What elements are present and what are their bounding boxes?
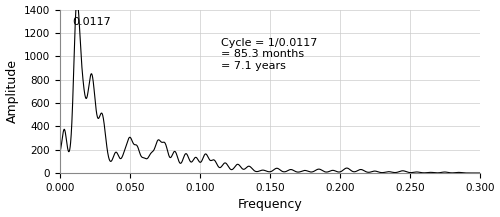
X-axis label: Frequency: Frequency bbox=[238, 198, 302, 211]
Y-axis label: Amplitude: Amplitude bbox=[6, 59, 18, 123]
Text: 0.0117: 0.0117 bbox=[72, 17, 111, 27]
Text: Cycle = 1/0.0117
= 85.3 months
= 7.1 years: Cycle = 1/0.0117 = 85.3 months = 7.1 yea… bbox=[221, 38, 318, 71]
